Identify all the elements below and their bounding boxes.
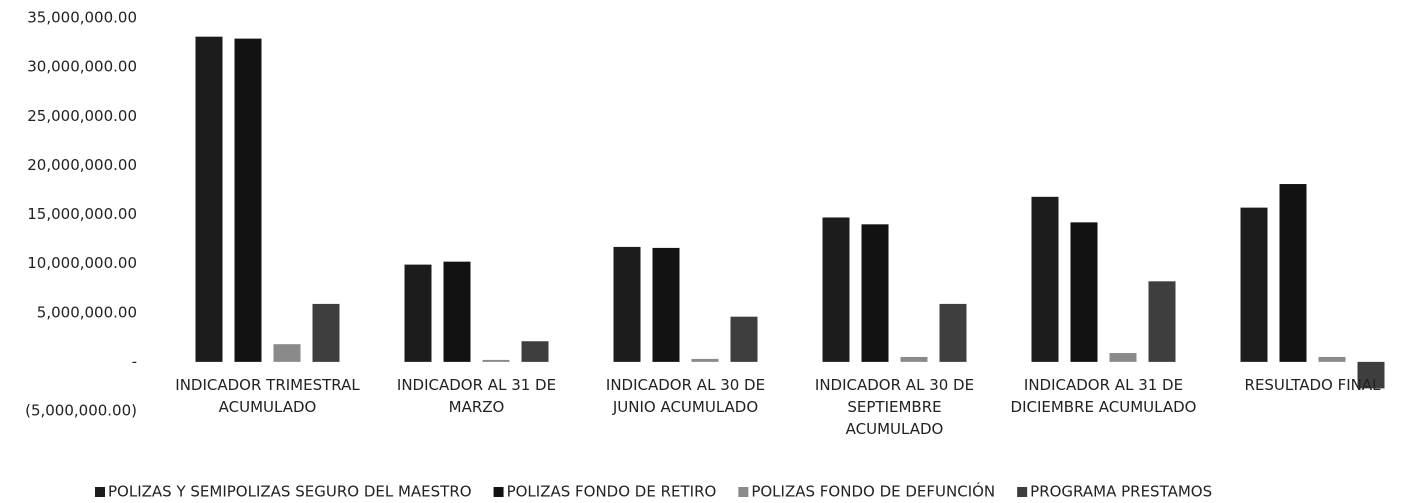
x-tick-label: RESULTADO FINAL <box>1244 376 1381 394</box>
y-tick-label: 10,000,000.00 <box>27 254 137 272</box>
bar <box>404 264 432 362</box>
legend-label: POLIZAS FONDO DE DEFUNCIÓN <box>751 482 995 501</box>
bar <box>1070 222 1098 362</box>
bar <box>273 344 301 362</box>
legend-swatch <box>738 487 749 497</box>
bar <box>1357 361 1385 389</box>
bar <box>652 247 680 362</box>
bar <box>1109 353 1137 362</box>
bar <box>1148 281 1176 362</box>
bar <box>1279 184 1307 362</box>
bar <box>1240 207 1268 362</box>
bar <box>900 356 928 362</box>
legend-label: PROGRAMA PRESTAMOS <box>1030 483 1212 501</box>
y-tick-label: (5,000,000.00) <box>25 402 137 420</box>
bar <box>939 303 967 362</box>
x-tick-label: INDICADOR AL 31 DE DICIEMBRE ACUMULADO <box>1010 376 1197 416</box>
bar <box>1318 356 1346 362</box>
legend-swatch <box>1017 487 1028 497</box>
y-tick-label: 15,000,000.00 <box>27 205 137 223</box>
bar <box>861 224 889 362</box>
bar <box>234 38 262 362</box>
x-tick-label: INDICADOR AL 30 DE JUNIO ACUMULADO <box>605 376 766 416</box>
y-tick-label: 35,000,000.00 <box>27 9 137 27</box>
x-tick-label: INDICADOR TRIMESTRAL ACUMULADO <box>175 376 360 416</box>
bar <box>482 359 510 362</box>
bar <box>822 217 850 362</box>
bar <box>521 341 549 362</box>
y-tick-label: 25,000,000.00 <box>27 107 137 125</box>
y-tick-label: - <box>132 352 137 370</box>
bar <box>691 358 719 362</box>
legend-swatch <box>95 487 105 497</box>
bar <box>195 36 223 362</box>
x-tick-label: INDICADOR AL 30 DE SEPTIEMBRE ACUMULADO <box>814 376 975 438</box>
legend-label: POLIZAS Y SEMIPOLIZAS SEGURO DEL MAESTRO <box>108 483 472 501</box>
legend-swatch <box>493 487 504 497</box>
bar <box>613 246 641 362</box>
y-tick-label: 5,000,000.00 <box>37 303 137 321</box>
bar <box>1031 196 1059 362</box>
y-tick-label: 20,000,000.00 <box>27 156 137 174</box>
bar <box>312 303 340 362</box>
x-tick-label: INDICADOR AL 31 DE MARZO <box>396 376 557 416</box>
y-tick-label: 30,000,000.00 <box>27 58 137 76</box>
legend-label: POLIZAS FONDO DE RETIRO <box>507 483 717 501</box>
bar <box>443 261 471 362</box>
bar <box>730 316 758 362</box>
